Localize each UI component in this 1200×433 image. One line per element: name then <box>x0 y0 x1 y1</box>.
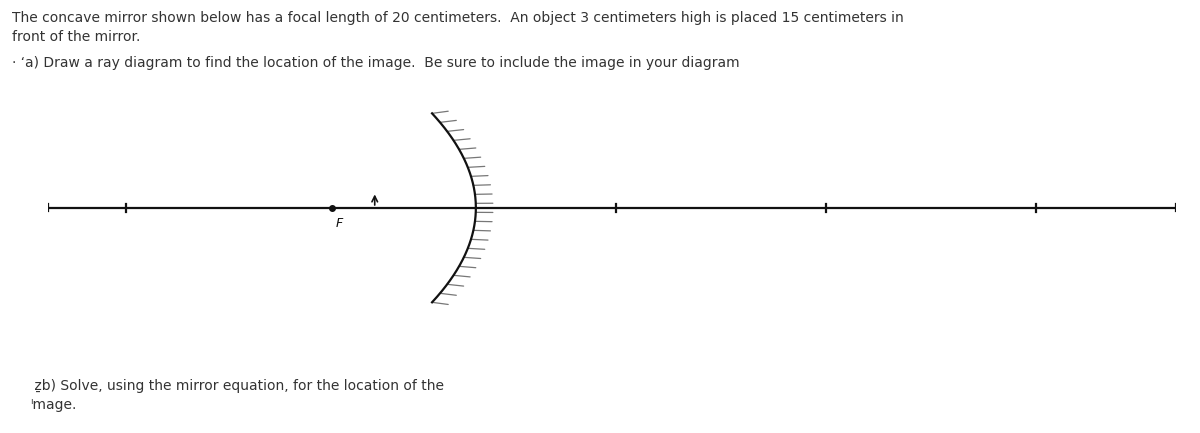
Text: The concave mirror shown below has a focal length of 20 centimeters.  An object : The concave mirror shown below has a foc… <box>12 11 904 25</box>
Text: ẕb) Solve, using the mirror equation, for the location of the
ᴵmage.: ẕb) Solve, using the mirror equation, fo… <box>30 379 444 412</box>
Text: F: F <box>336 216 343 229</box>
Text: front of the mirror.: front of the mirror. <box>12 30 140 44</box>
Text: · ‘a) Draw a ray diagram to find the location of the image.  Be sure to include : · ‘a) Draw a ray diagram to find the loc… <box>12 56 739 70</box>
